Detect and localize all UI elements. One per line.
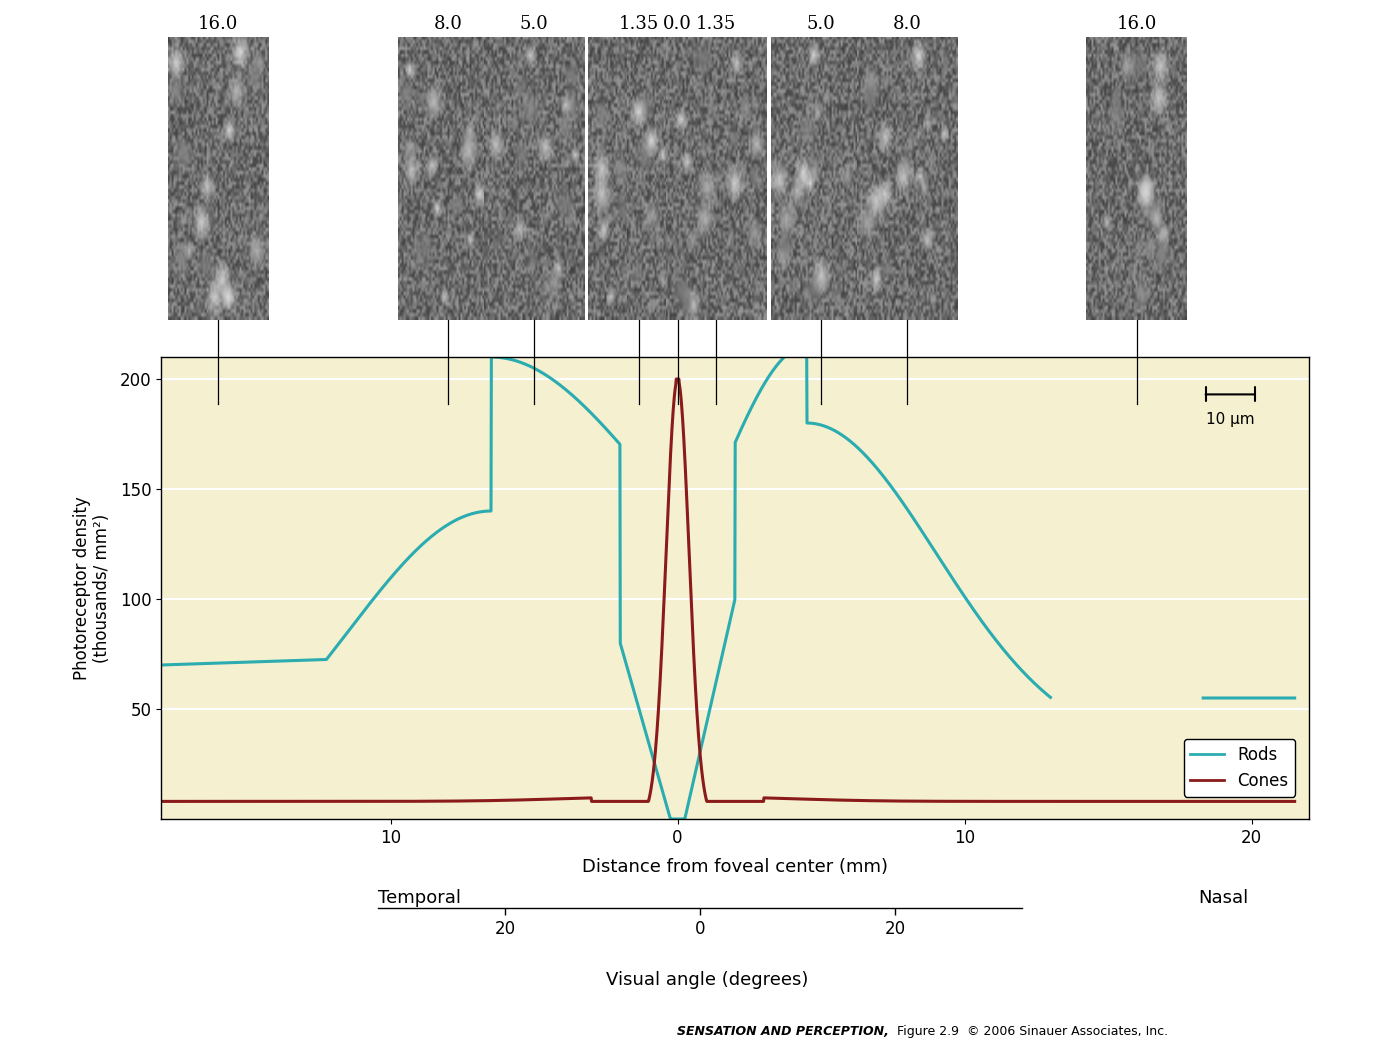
- Rods: [1287, 692, 1303, 705]
- Text: Visual angle (degrees): Visual angle (degrees): [606, 971, 808, 989]
- Rods: [588, 412, 605, 424]
- Cones: [349, 795, 365, 807]
- Cones: [1287, 795, 1303, 807]
- Text: 1.35: 1.35: [619, 15, 659, 33]
- Text: 8.0: 8.0: [893, 15, 921, 33]
- Cones: [588, 795, 605, 807]
- Cones: [153, 795, 169, 807]
- Cones: [1264, 795, 1281, 807]
- Text: 10 μm: 10 μm: [1205, 412, 1254, 427]
- Text: 8.0: 8.0: [434, 15, 462, 33]
- Text: 0.0: 0.0: [664, 15, 692, 33]
- Text: 16.0: 16.0: [199, 15, 238, 33]
- Legend: Rods, Cones: Rods, Cones: [1184, 739, 1295, 797]
- Text: Temporal: Temporal: [378, 889, 461, 907]
- Text: 16.0: 16.0: [1117, 15, 1156, 33]
- Text: Figure 2.9  © 2006 Sinauer Associates, Inc.: Figure 2.9 © 2006 Sinauer Associates, In…: [889, 1025, 1168, 1037]
- Cones: [668, 373, 685, 385]
- Rods: [1264, 692, 1281, 705]
- Rods: [153, 658, 169, 671]
- Text: 1.35: 1.35: [696, 15, 736, 33]
- Cones: [637, 795, 654, 807]
- Y-axis label: Photoreceptor density
(thousands/ mm²): Photoreceptor density (thousands/ mm²): [73, 497, 112, 680]
- X-axis label: Distance from foveal center (mm): Distance from foveal center (mm): [582, 858, 888, 876]
- Text: SENSATION AND PERCEPTION,: SENSATION AND PERCEPTION,: [678, 1025, 889, 1037]
- Text: Nasal: Nasal: [1198, 889, 1247, 907]
- Cones: [281, 795, 298, 807]
- Line: Rods: Rods: [161, 346, 1295, 819]
- Rods: [349, 613, 365, 626]
- Line: Cones: Cones: [161, 379, 1295, 801]
- Rods: [637, 723, 654, 736]
- Cones: [584, 795, 601, 807]
- Text: 5.0: 5.0: [519, 15, 549, 33]
- Cones: [1142, 795, 1159, 807]
- Rods: [281, 654, 298, 667]
- Text: 5.0: 5.0: [806, 15, 836, 33]
